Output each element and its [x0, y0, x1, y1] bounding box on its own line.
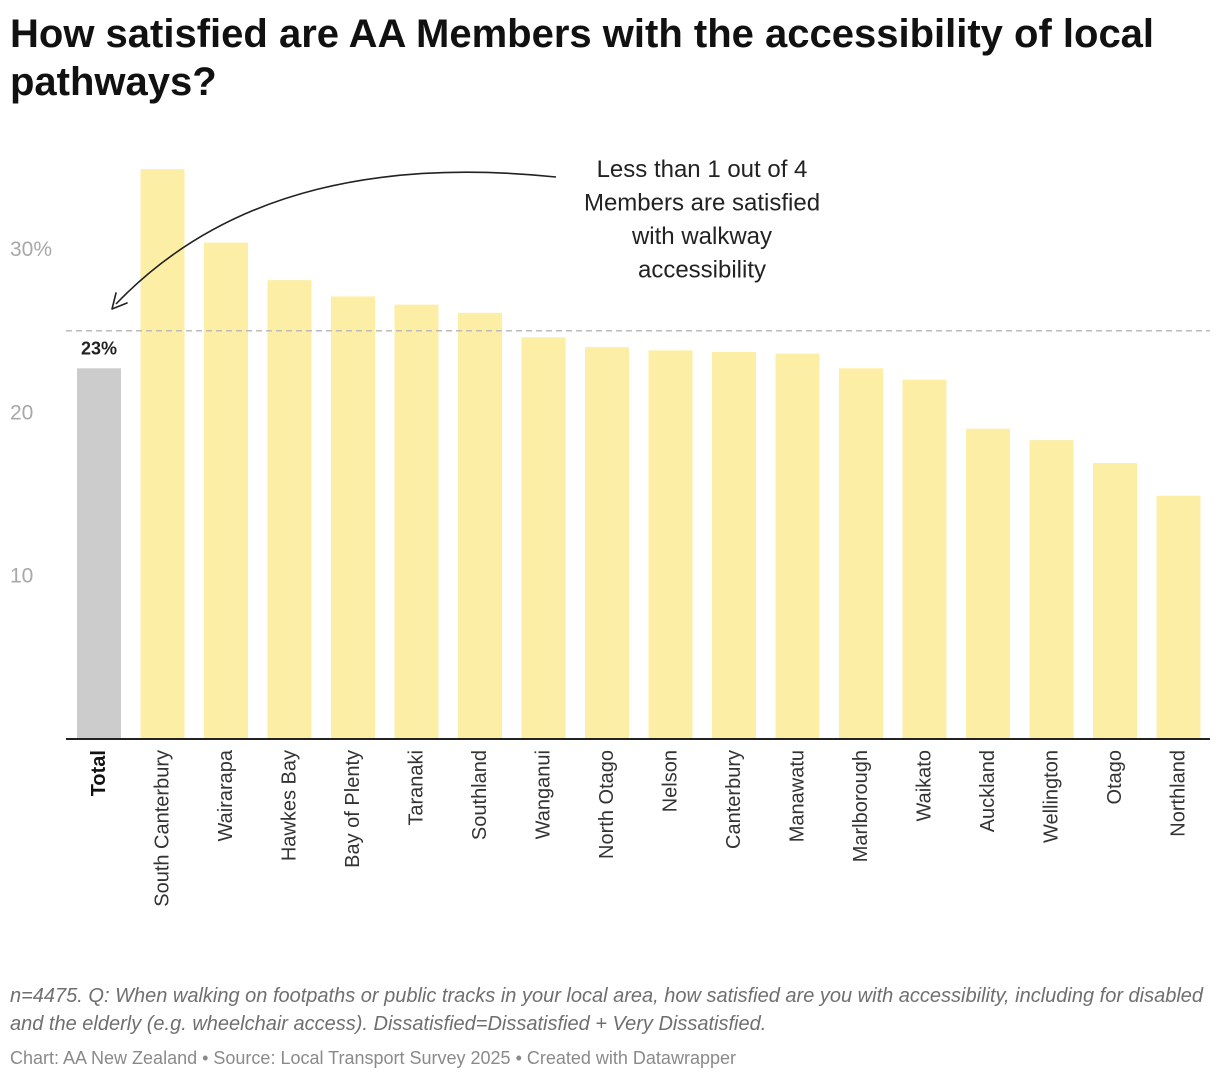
bar-total	[77, 368, 121, 739]
x-label-hawkes-bay: Hawkes Bay	[279, 750, 301, 861]
chart-notes: n=4475. Q: When walking on footpaths or …	[10, 985, 1204, 1035]
annotation-text: Less than 1 out of 4 Members are satisfie…	[584, 156, 820, 284]
x-label-waikato: Waikato	[914, 750, 936, 822]
x-label-bay-of-plenty: Bay of Plenty	[342, 750, 364, 868]
bar-bay-of-plenty	[331, 296, 375, 739]
x-label-auckland: Auckland	[977, 750, 999, 832]
annotation-arrowhead	[111, 292, 128, 310]
bar-auckland	[966, 428, 1010, 739]
data-label-total: 23%	[81, 338, 117, 358]
y-tick-label-10: 10	[10, 565, 33, 588]
annotation: Less than 1 out of 4 Members are satisfie…	[111, 156, 820, 310]
annotation-arrow	[115, 171, 557, 305]
bar-marlborough	[839, 368, 883, 739]
x-label-wellington: Wellington	[1041, 750, 1063, 843]
x-label-manawatu: Manawatu	[787, 750, 809, 842]
y-tick-label-30: 30%	[10, 238, 52, 261]
x-label-total: Total	[88, 750, 110, 796]
bar-south-canterbury	[140, 169, 185, 739]
bar-north-otago	[585, 347, 629, 739]
data-labels: 23%	[81, 338, 117, 358]
bar-northland	[1156, 495, 1201, 739]
bar-manawatu	[775, 353, 820, 739]
bar-wellington	[1029, 440, 1074, 739]
bar-hawkes-bay	[267, 280, 312, 739]
bar-otago	[1093, 463, 1137, 739]
y-axis-ticks: 10 20 30%	[10, 238, 52, 588]
x-axis-labels: Total South Canterbury Wairarapa Hawkes Bay…	[88, 749, 1190, 907]
chart-credit: Chart: AA New Zealand • Source: Local Tr…	[10, 1048, 736, 1068]
x-label-wairarapa: Wairarapa	[215, 749, 237, 841]
bar-waikato	[902, 379, 947, 739]
bar-southland	[458, 312, 502, 739]
bar-wairarapa	[204, 242, 248, 739]
bar-taranaki	[394, 304, 439, 739]
x-label-nelson: Nelson	[660, 750, 682, 812]
bar-nelson	[648, 350, 693, 739]
x-label-southland: Southland	[469, 750, 491, 840]
bar-wanganui	[521, 337, 566, 739]
x-label-canterbury: Canterbury	[723, 750, 745, 849]
chart-title: How satisfied are AA Members with the ac…	[10, 12, 1155, 104]
y-tick-label-20: 20	[10, 401, 33, 424]
bars	[77, 169, 1201, 739]
x-label-north-otago: North Otago	[596, 750, 618, 859]
x-label-south-canterbury: South Canterbury	[152, 750, 174, 907]
x-label-northland: Northland	[1168, 750, 1190, 837]
x-label-marlborough: Marlborough	[850, 750, 872, 862]
bar-canterbury	[712, 351, 756, 739]
x-label-otago: Otago	[1104, 750, 1126, 804]
x-label-taranaki: Taranaki	[406, 750, 428, 826]
x-label-wanganui: Wanganui	[533, 750, 555, 839]
